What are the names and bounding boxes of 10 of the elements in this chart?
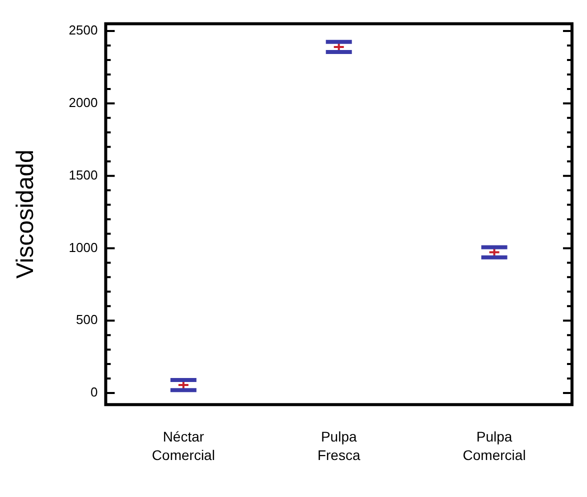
y-tick-label: 0 xyxy=(90,384,98,400)
x-tick-label: Néctar Comercial xyxy=(152,428,215,463)
x-tick-label: Pulpa Comercial xyxy=(462,428,526,463)
y-tick-label: 500 xyxy=(76,312,98,328)
x-tick-label: Pulpa Fresca xyxy=(317,428,360,463)
y-axis-title: Viscosidadd xyxy=(12,150,40,279)
y-tick-label: 2500 xyxy=(68,22,98,38)
y-tick-label: 1000 xyxy=(68,240,98,255)
y-tick-label: 1500 xyxy=(68,167,98,182)
y-tick-label: 2000 xyxy=(68,95,98,110)
